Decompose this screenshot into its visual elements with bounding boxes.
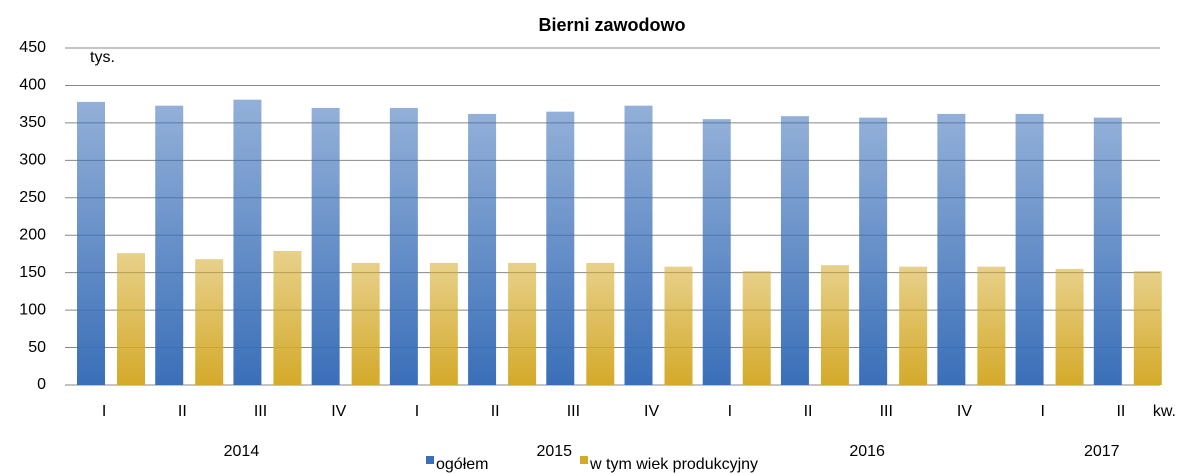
bar [311, 107, 340, 386]
bar [389, 107, 418, 386]
bar [273, 250, 302, 385]
bar [1133, 271, 1162, 385]
group-label: 2015 [536, 443, 572, 460]
y-tick-label: 200 [19, 226, 46, 243]
x-tick-label: II [491, 403, 500, 420]
bar [1093, 117, 1122, 385]
y-tick-label: 0 [37, 376, 46, 393]
x-tick-label: IV [957, 403, 972, 420]
x-tick-label: II [178, 403, 187, 420]
bar [586, 262, 615, 385]
y-tick-label: 450 [19, 39, 46, 56]
y-tick-label: 50 [28, 339, 46, 356]
bar [664, 266, 693, 385]
x-tick-label: II [1116, 403, 1125, 420]
x-tick-label: III [567, 403, 580, 420]
bar [780, 116, 809, 385]
bar [195, 259, 224, 385]
bar [977, 266, 1006, 385]
x-tick-label: IV [331, 403, 346, 420]
group-label: 2017 [1084, 443, 1120, 460]
x-tick-label: III [880, 403, 893, 420]
y-unit: tys. [90, 49, 115, 66]
legend-label: w tym wiek produkcyjny [589, 456, 758, 473]
bar [117, 253, 145, 385]
bar [899, 266, 928, 385]
legend-swatch [580, 456, 588, 464]
legend-swatch [426, 456, 434, 464]
y-tick-label: 400 [19, 77, 46, 94]
bar [1015, 113, 1044, 385]
bar [937, 113, 966, 385]
x-tick-label: I [728, 403, 732, 420]
bar [508, 262, 537, 385]
y-tick-label: 300 [19, 152, 46, 169]
bar [859, 117, 888, 385]
y-tick-label: 250 [19, 189, 46, 206]
group-label: 2014 [224, 443, 260, 460]
bar [429, 262, 458, 385]
bar [702, 119, 731, 386]
bar [820, 265, 849, 385]
x-tick-label: I [415, 403, 419, 420]
group-label: 2016 [849, 443, 885, 460]
y-tick-label: 350 [19, 114, 46, 131]
x-tick-label: I [102, 403, 106, 420]
x-tick-label: III [254, 403, 267, 420]
bar [77, 101, 105, 386]
x-tick-label: IV [644, 403, 659, 420]
x-tick-label: I [1040, 403, 1044, 420]
chart-title: Bierni zawodowo [538, 15, 685, 35]
bar [624, 105, 653, 386]
y-tick-label: 150 [19, 264, 46, 281]
bar [351, 262, 380, 385]
x-unit: kw. [1153, 403, 1176, 420]
y-tick-label: 100 [19, 301, 46, 318]
bar [1055, 268, 1084, 385]
bar [742, 271, 771, 385]
bar [468, 113, 497, 385]
x-tick-label: II [804, 403, 813, 420]
bar [233, 99, 262, 385]
legend-label: ogółem [436, 456, 488, 473]
bar [546, 111, 575, 386]
bar [155, 105, 184, 386]
